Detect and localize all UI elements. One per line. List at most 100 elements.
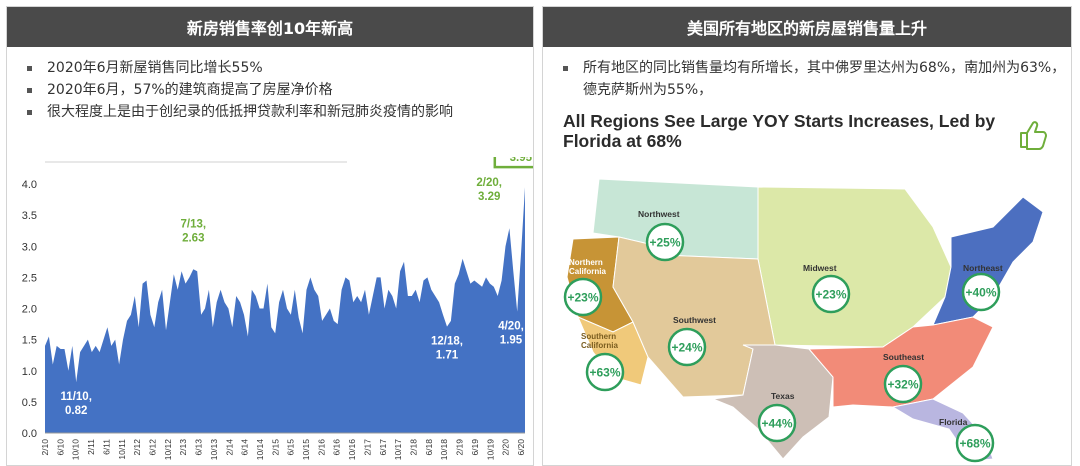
data-label: 2.63 bbox=[182, 232, 204, 244]
data-label: 1.95 bbox=[500, 335, 523, 347]
data-label: 11/10, bbox=[61, 391, 92, 403]
x-tick-label: 2/20 bbox=[501, 439, 511, 456]
sales-area-chart: 0.0 0.5 1.0 1.5 2.0 2.5 3.0 3.5 4.0 2/10 6/10 10/10… bbox=[22, 157, 533, 461]
map-title-line: Florida at 68% bbox=[563, 131, 682, 151]
region-label: Northern California bbox=[569, 258, 606, 276]
region-label: Florida bbox=[939, 417, 968, 427]
x-tick-label: 10/11 bbox=[117, 439, 127, 460]
x-tick-label: 6/10 bbox=[55, 439, 65, 456]
data-label: 12/18, bbox=[431, 336, 463, 348]
region-badge: +23% bbox=[811, 274, 851, 314]
bullet-text: 很大程度上是由于创纪录的低抵押贷款利率和新冠肺炎疫情的影响 bbox=[47, 104, 453, 120]
x-tick-label: 2/16 bbox=[316, 439, 326, 456]
x-tick-label: 2/19 bbox=[455, 439, 465, 456]
region-label: Southwest bbox=[673, 315, 716, 325]
x-tick-label: 10/16 bbox=[347, 439, 357, 461]
left-panel: 新房销售率创10年新高 2020年6月新屋销售同比增长55% 2020年6月，5… bbox=[6, 6, 534, 466]
x-tick-label: 6/20 bbox=[516, 439, 526, 456]
x-tick-label: 2/10 bbox=[40, 439, 50, 456]
region-badge: +23% bbox=[563, 277, 603, 317]
thumbs-up-icon bbox=[1020, 121, 1047, 150]
y-tick-label: 0.5 bbox=[22, 397, 37, 409]
x-tick-label: 2/18 bbox=[409, 439, 419, 456]
x-tick-label: 2/11 bbox=[86, 439, 96, 455]
y-tick-label: 1.5 bbox=[22, 335, 37, 347]
map-title-line: All Regions See Large YOY Starts Increas… bbox=[563, 111, 996, 131]
bullet-square-icon bbox=[27, 66, 32, 71]
region-label: Southeast bbox=[883, 352, 924, 362]
x-tick-label: 2/13 bbox=[178, 439, 188, 456]
x-tick-label: 6/12 bbox=[147, 439, 157, 456]
region-value: +68% bbox=[959, 437, 990, 451]
region-value: +24% bbox=[671, 341, 702, 355]
annotation-box bbox=[493, 157, 533, 169]
data-label: 3.95 bbox=[510, 157, 533, 164]
region-label: Northwest bbox=[638, 209, 680, 219]
x-tick-label: 10/17 bbox=[393, 439, 403, 461]
x-tick-label: 6/15 bbox=[286, 439, 296, 456]
data-label: 2/20, bbox=[476, 177, 502, 189]
y-tick-label: 3.0 bbox=[22, 241, 37, 253]
x-tick-label: 6/14 bbox=[240, 439, 250, 456]
y-tick-label: 2.0 bbox=[22, 304, 37, 316]
region-value: +25% bbox=[649, 236, 680, 250]
x-tick-label: 10/19 bbox=[485, 439, 495, 461]
map-title: All Regions See Large YOY Starts Increas… bbox=[563, 111, 1003, 151]
region-badge: +32% bbox=[883, 364, 923, 404]
region-badge: +25% bbox=[645, 222, 685, 262]
region-value: +63% bbox=[589, 366, 620, 380]
region-label-line: Southern bbox=[581, 332, 616, 341]
x-tick-label: 10/14 bbox=[255, 439, 265, 461]
region-badge: +24% bbox=[667, 327, 707, 367]
x-tick-label: 6/17 bbox=[378, 439, 388, 456]
x-tick-label: 6/16 bbox=[332, 439, 342, 456]
y-tick-label: 1.0 bbox=[22, 366, 37, 378]
region-badge: +63% bbox=[585, 352, 625, 392]
left-bullet-list: 2020年6月新屋销售同比增长55% 2020年6月，57%的建筑商提高了房屋净… bbox=[7, 57, 533, 123]
region-label-line: Northern bbox=[569, 258, 603, 267]
region-badge: +68% bbox=[955, 423, 995, 463]
y-tick-label: 2.5 bbox=[22, 272, 37, 284]
data-label: 1.71 bbox=[436, 350, 459, 362]
right-bullet-list: 所有地区的同比销售量均有所增长，其中佛罗里达州为68%，南加州为63%，德克萨斯… bbox=[543, 57, 1071, 101]
y-tick-label: 4.0 bbox=[22, 179, 37, 191]
x-tick-label: 2/14 bbox=[224, 439, 234, 456]
x-tick-label: 6/18 bbox=[424, 439, 434, 456]
data-label: 3.29 bbox=[478, 191, 500, 203]
bullet-text: 所有地区的同比销售量均有所增长，其中佛罗里达州为68%，南加州为63%，德克萨斯… bbox=[583, 60, 1066, 98]
bullet-text: 2020年6月新屋销售同比增长55% bbox=[47, 60, 263, 76]
region-label: Texas bbox=[771, 391, 795, 401]
x-tick-label: 6/19 bbox=[470, 439, 480, 456]
region-label-line: California bbox=[581, 341, 618, 350]
region-label-line: California bbox=[569, 267, 606, 276]
data-label: 4/20, bbox=[498, 321, 524, 333]
bullet-text: 2020年6月，57%的建筑商提高了房屋净价格 bbox=[47, 82, 333, 98]
x-tick-label: 10/13 bbox=[209, 439, 219, 461]
x-tick-label: 2/12 bbox=[132, 439, 142, 456]
y-tick-label: 3.5 bbox=[22, 210, 37, 222]
region-label: Southern California bbox=[581, 332, 618, 350]
region-value: +44% bbox=[761, 417, 792, 431]
region-northeast bbox=[932, 196, 1044, 326]
bullet-square-icon bbox=[27, 88, 32, 93]
bullet-item: 2020年6月，57%的建筑商提高了房屋净价格 bbox=[27, 79, 533, 101]
region-badge: +44% bbox=[757, 403, 797, 443]
x-tick-label: 10/18 bbox=[439, 439, 449, 461]
x-tick-label: 2/15 bbox=[270, 439, 280, 456]
region-label: Northeast bbox=[963, 263, 1003, 273]
panel-title-left: 新房销售率创10年新高 bbox=[7, 7, 533, 47]
bullet-item: 2020年6月新屋销售同比增长55% bbox=[27, 57, 533, 79]
x-tick-label: 6/13 bbox=[194, 439, 204, 456]
x-tick-label: 2/17 bbox=[362, 439, 372, 456]
bullet-square-icon bbox=[27, 110, 32, 115]
y-tick-label: 0.0 bbox=[22, 428, 37, 440]
region-southeast bbox=[807, 316, 994, 408]
bullet-item: 所有地区的同比销售量均有所增长，其中佛罗里达州为68%，南加州为63%，德克萨斯… bbox=[563, 57, 1071, 101]
x-tick-label: 10/10 bbox=[71, 439, 81, 461]
region-badge: +40% bbox=[961, 272, 1001, 312]
data-label: 7/13, bbox=[181, 218, 207, 230]
x-tick-label: 10/12 bbox=[163, 439, 173, 461]
panel-title-right: 美国所有地区的新房屋销售量上升 bbox=[543, 7, 1071, 47]
x-tick-label: 10/15 bbox=[301, 439, 311, 461]
region-value: +23% bbox=[567, 291, 598, 305]
